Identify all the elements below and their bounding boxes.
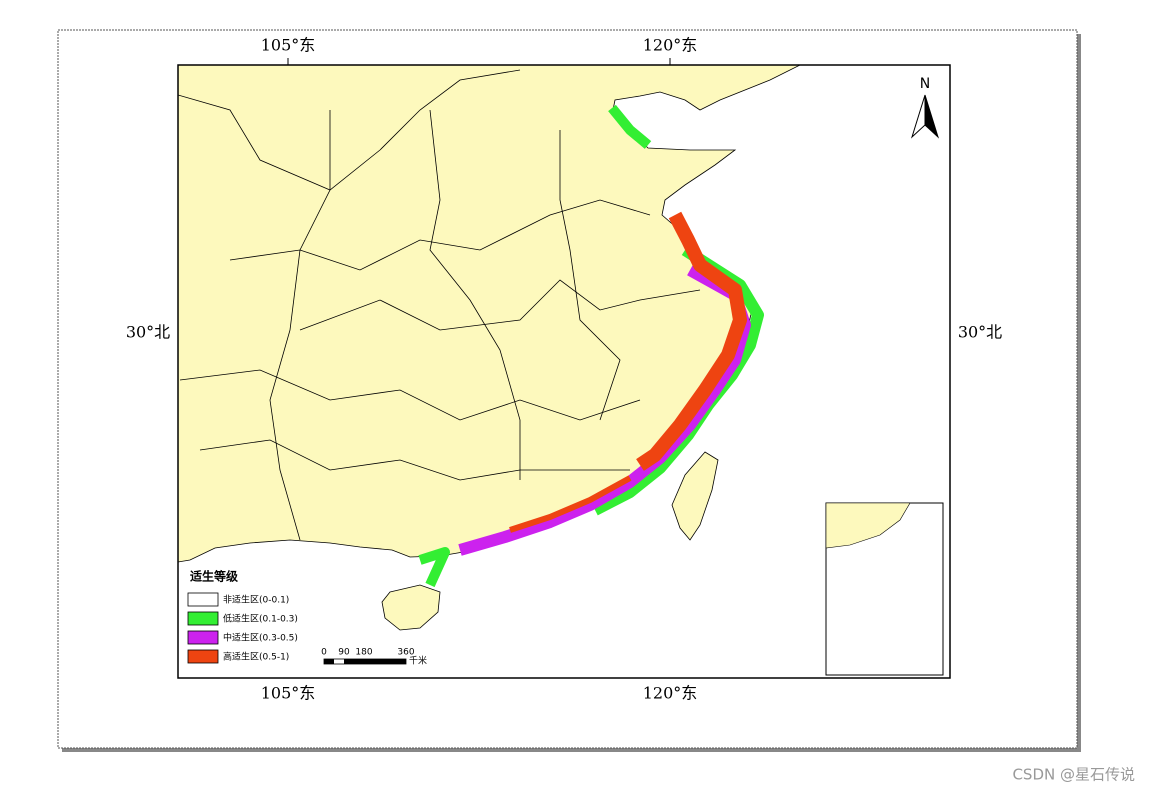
lon-label: 120°东 (643, 684, 698, 703)
scale-label: 360 (397, 648, 414, 658)
legend-swatch (187, 630, 219, 645)
map-frame (177, 64, 951, 679)
scale-segment (364, 659, 406, 664)
lon-label: 105°东 (261, 684, 316, 703)
lon-label: 105°东 (261, 36, 316, 55)
legend-label: 低适生区(0.1-0.3) (223, 613, 298, 625)
legend: 非适生区(0-0.1) 低适生区(0.1-0.3) 中适生区(0.3-0.5) 高适生… (187, 592, 298, 664)
lat-label: 30°北 (958, 323, 1002, 342)
scale-segment (324, 659, 334, 664)
province-border (229, 199, 651, 271)
scale-unit: 千米 (409, 655, 427, 667)
north-arrow (924, 94, 940, 139)
scale-label: 0 (321, 648, 327, 658)
legend-swatch (187, 611, 219, 626)
north-label: N (920, 76, 930, 92)
scale-label: 90 (338, 648, 350, 658)
province-border (199, 439, 630, 481)
legend-swatch (187, 649, 219, 664)
province-border (269, 110, 331, 541)
low-suitability-band (418, 547, 450, 588)
province-border (559, 130, 621, 421)
map (178, 65, 950, 678)
inset-land (825, 502, 911, 549)
province-border (429, 109, 521, 480)
province-border (179, 369, 641, 421)
hainan (381, 584, 441, 631)
high-suitability-band (636, 211, 747, 471)
province-border (178, 69, 521, 191)
watermark: CSDN @星石传说 (1012, 766, 1135, 784)
province-border (299, 279, 701, 331)
lon-label: 120°东 (643, 36, 698, 55)
taiwan (671, 451, 719, 541)
legend-label: 非适生区(0-0.1) (223, 594, 289, 606)
legend-swatch (187, 592, 219, 607)
scale-segment (344, 659, 364, 664)
lat-label: 30°北 (126, 323, 170, 342)
legend-label: 高适生区(0.5-1) (223, 651, 289, 663)
scale-bar: 0 90 180 360 千米 (321, 648, 427, 667)
low-suitability-band (608, 104, 652, 149)
high-suitability-band (509, 475, 632, 533)
legend-title: 适生等级 (190, 569, 238, 584)
legend-label: 中适生区(0.3-0.5) (223, 632, 298, 644)
scale-label: 180 (355, 648, 372, 658)
